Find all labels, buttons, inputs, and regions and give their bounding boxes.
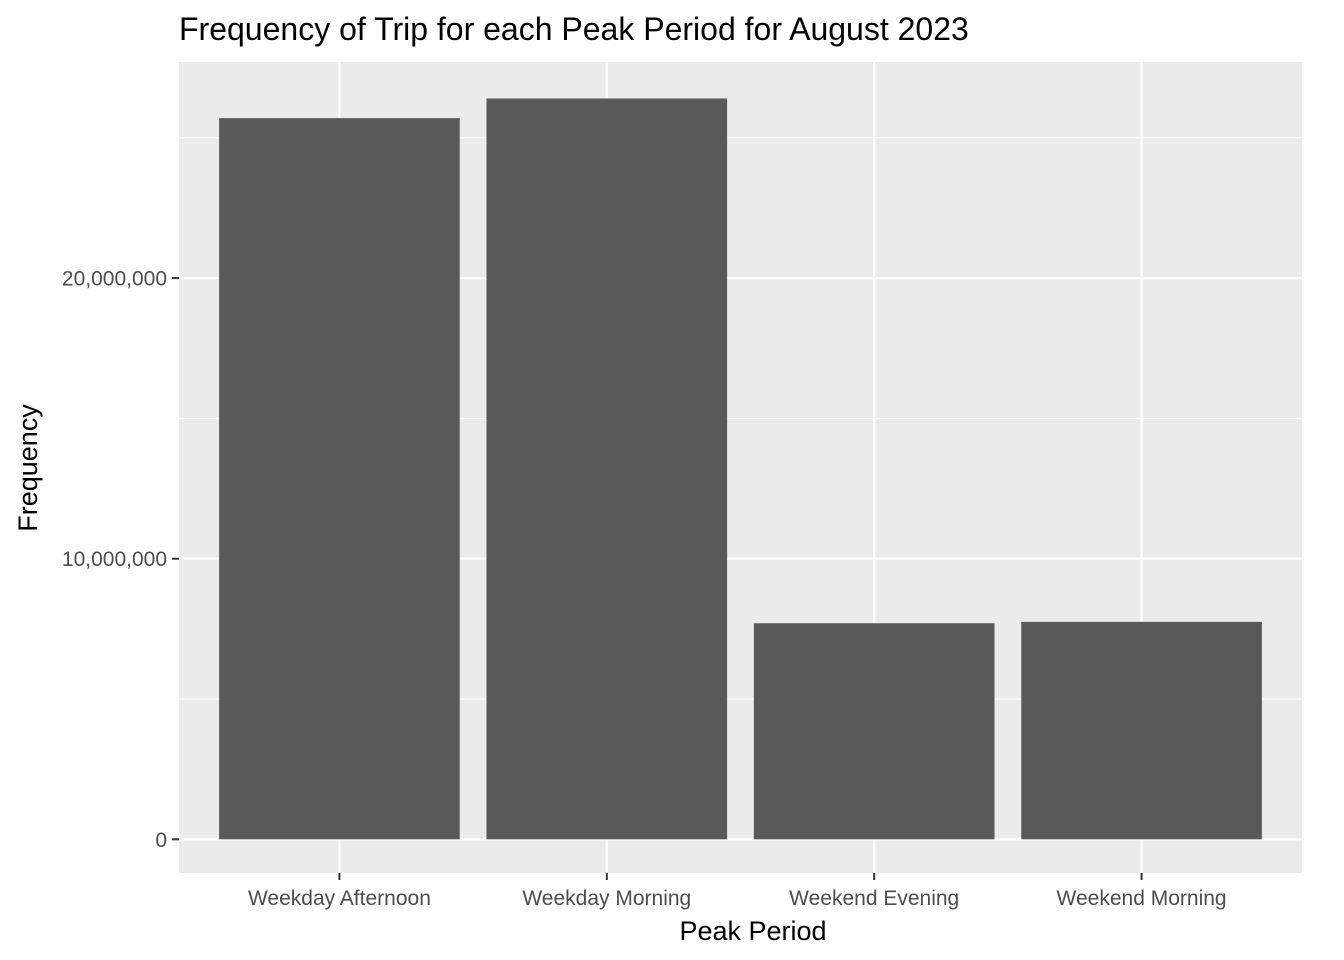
y-tick-label: 10,000,000 [62,548,167,571]
x-tick-label: Weekend Morning [1057,887,1227,910]
x-axis: Weekday Afternoon Weekday Morning Weekend … [248,873,1227,910]
chart-title: Frequency of Trip for each Peak Period f… [179,11,969,47]
x-tick-label: Weekday Morning [522,887,691,910]
y-axis: 0 10,000,000 20,000,000 [62,268,179,852]
x-axis-title: Peak Period [679,916,826,946]
bars [219,98,1262,840]
bar [486,98,728,840]
bar [1021,621,1262,840]
bar [753,623,995,840]
y-tick-label: 20,000,000 [62,268,167,291]
x-tick-label: Weekend Evening [789,887,959,910]
y-axis-title: Frequency [13,404,43,532]
y-tick-label: 0 [155,829,167,852]
x-tick-label: Weekday Afternoon [248,887,431,910]
bar [219,118,460,840]
